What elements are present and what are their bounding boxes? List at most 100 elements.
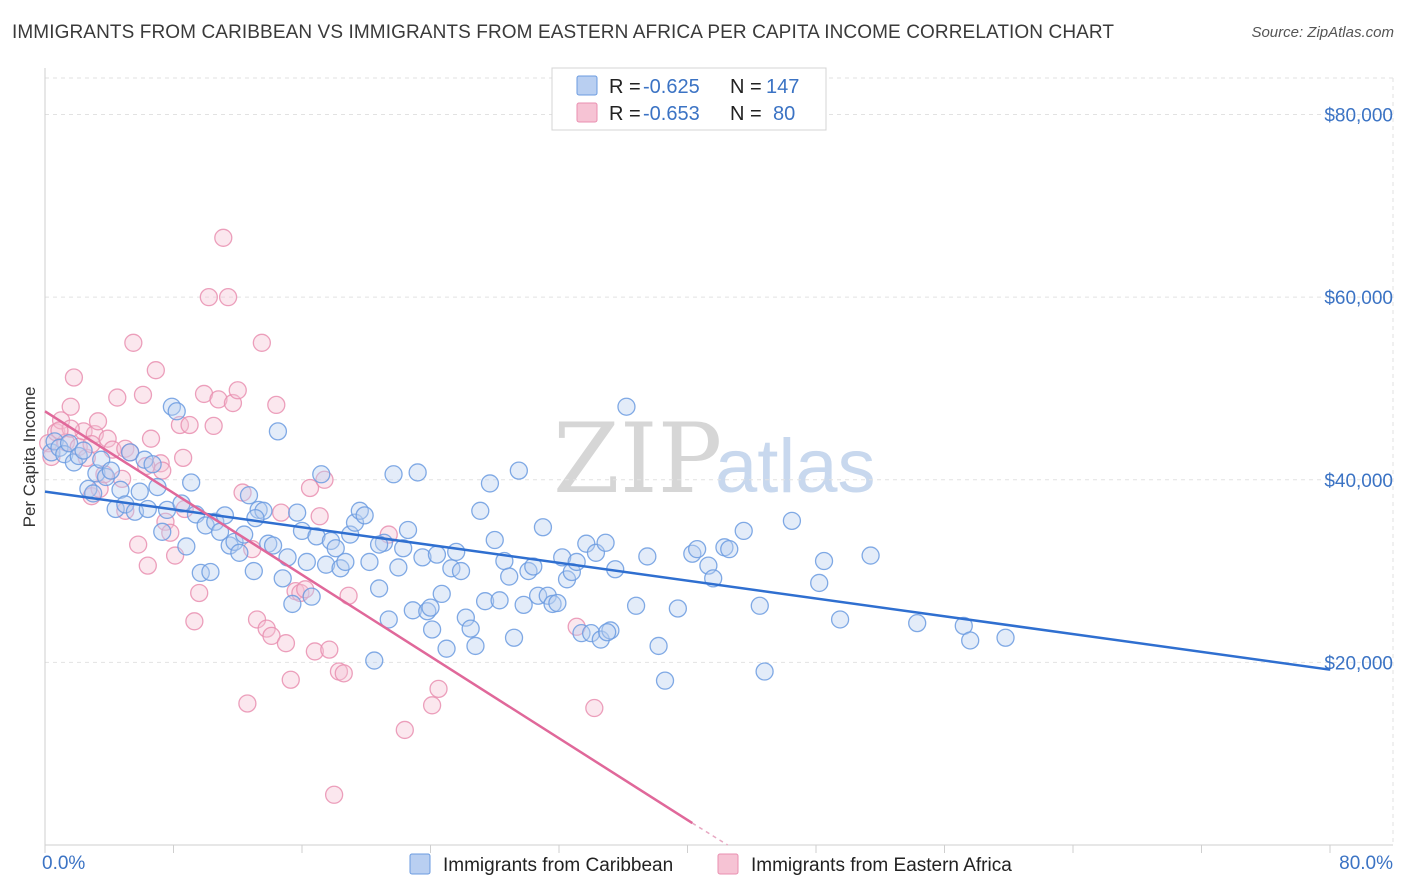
eastern-africa-trend-line (44, 410, 693, 825)
caribbean-point (369, 579, 389, 598)
caribbean-point (182, 473, 201, 492)
caribbean-point (302, 587, 321, 606)
caribbean-point (720, 540, 739, 559)
eastern-africa-point (281, 670, 300, 689)
x-tick-label-min: 0.0% (42, 853, 85, 874)
eastern-africa-point (88, 412, 108, 431)
caribbean-point (830, 610, 850, 629)
caribbean-point (528, 586, 548, 605)
caribbean-point (687, 540, 707, 559)
caribbean-point (514, 595, 533, 615)
caribbean-point (235, 525, 254, 544)
eastern-africa-point (124, 333, 143, 352)
caribbean-point (750, 596, 769, 615)
caribbean-point (268, 422, 288, 441)
y-tick-label: $80,000 (1324, 106, 1393, 127)
caribbean-point (143, 455, 162, 474)
caribbean-point (649, 636, 668, 656)
caribbean-point (101, 461, 121, 480)
bottom-legend-label-caribbean: Immigrants from Caribbean (443, 855, 673, 876)
eastern-africa-point (228, 381, 247, 400)
eastern-africa-point (199, 287, 218, 307)
caribbean-point (626, 596, 646, 615)
eastern-africa-point (271, 503, 291, 522)
bottom-legend-swatch-eastern-africa (717, 853, 739, 875)
caribbean-point (533, 518, 553, 537)
caribbean-point (394, 539, 413, 558)
caribbean-point (524, 557, 543, 576)
eastern-africa-point (334, 664, 353, 683)
caribbean-point (111, 480, 130, 499)
caribbean-point (461, 619, 480, 638)
eastern-africa-point (173, 448, 193, 467)
legend-r-label-eastern-africa: R = (609, 103, 641, 125)
caribbean-points (42, 397, 1015, 690)
caribbean-point (379, 610, 398, 629)
caribbean-point (312, 465, 331, 484)
eastern-africa-point (61, 397, 80, 416)
caribbean-point (153, 522, 172, 541)
caribbean-point (456, 608, 475, 627)
eastern-africa-point (185, 612, 204, 631)
eastern-africa-point (429, 679, 448, 699)
caribbean-point (69, 446, 88, 466)
legend-box (551, 67, 827, 131)
eastern-africa-trend-extension (691, 822, 729, 846)
caribbean-point (177, 537, 196, 556)
trend-lines (44, 410, 1331, 846)
y-tick-label: $40,000 (1324, 471, 1393, 492)
caribbean-point (307, 527, 326, 546)
caribbean-point (369, 535, 389, 554)
caribbean-point (810, 573, 829, 593)
caribbean-point (548, 593, 567, 613)
caribbean-point (263, 536, 283, 555)
caribbean-point (59, 434, 79, 453)
top-legend: R = -0.625 N = 147 R = -0.653 N = 80 (551, 67, 827, 131)
caribbean-point (408, 463, 427, 482)
source-attribution: Source: ZipAtlas.com (1251, 24, 1394, 41)
chart-title: IMMIGRANTS FROM CARIBBEAN VS IMMIGRANTS … (12, 22, 1115, 43)
eastern-africa-point (276, 634, 296, 653)
caribbean-point (288, 503, 307, 522)
caribbean-point (475, 592, 495, 611)
caribbean-point (191, 563, 210, 583)
caribbean-point (908, 613, 927, 633)
caribbean-point (201, 562, 220, 582)
caribbean-point (120, 443, 140, 462)
legend-n-value-caribbean: 147 (766, 76, 799, 98)
y-tick-labels: $20,000 $40,000 $60,000 $80,000 (1324, 106, 1393, 675)
eastern-africa-point (214, 228, 233, 247)
caribbean-point (490, 591, 509, 610)
caribbean-point (617, 397, 636, 416)
eastern-africa-point (320, 640, 339, 659)
eastern-africa-point (218, 287, 238, 307)
caribbean-point (755, 662, 774, 681)
caribbean-point (466, 636, 485, 656)
bottom-legend-label-eastern-africa: Immigrants from Eastern Africa (751, 855, 1012, 876)
caribbean-point (996, 628, 1015, 647)
caribbean-point (422, 620, 442, 639)
eastern-africa-point (300, 478, 320, 498)
bottom-legend-swatch-caribbean (409, 853, 431, 875)
caribbean-point (167, 402, 186, 421)
eastern-africa-point (262, 626, 281, 646)
caribbean-point (316, 555, 336, 574)
eastern-africa-point (98, 429, 117, 448)
watermark-atlas: atlas (715, 424, 876, 509)
caribbean-point (601, 621, 620, 640)
eastern-africa-point (422, 696, 442, 715)
caribbean-point (384, 465, 403, 484)
caribbean-point (598, 623, 617, 642)
caribbean-point (283, 594, 302, 614)
eastern-africa-point (170, 415, 190, 435)
caribbean-point (413, 548, 432, 567)
eastern-africa-point (129, 535, 148, 554)
caribbean-point (244, 561, 263, 581)
caribbean-point (509, 461, 528, 480)
axes (44, 68, 1394, 853)
caribbean-point (360, 552, 379, 572)
caribbean-point (447, 542, 466, 562)
caribbean-point (398, 520, 418, 540)
eastern-africa-point (209, 390, 228, 409)
caribbean-point (437, 639, 456, 658)
